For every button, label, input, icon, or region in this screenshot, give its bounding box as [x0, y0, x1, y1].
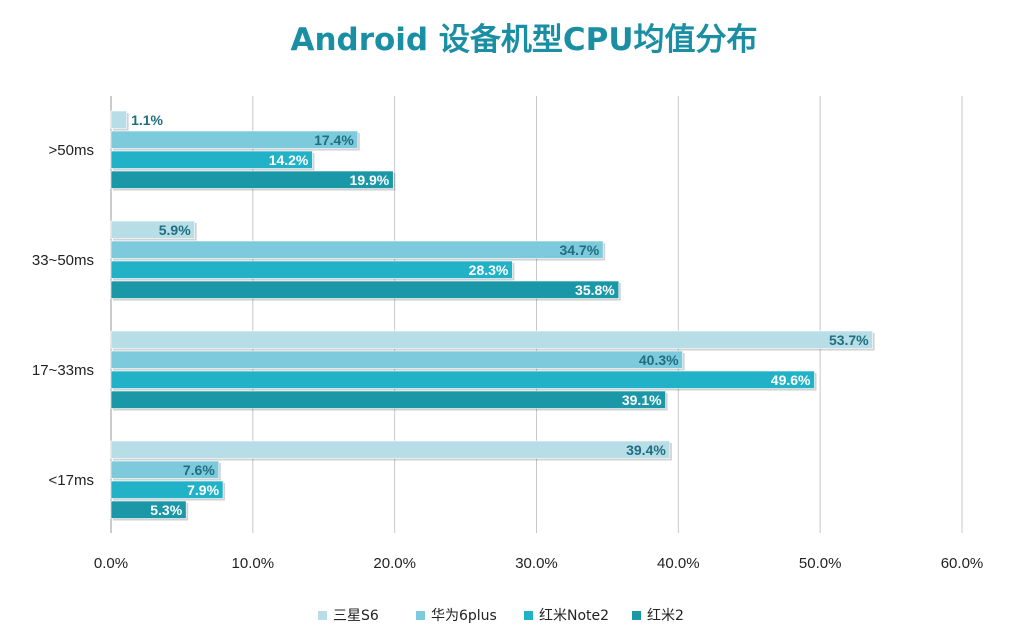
category-axis: >50ms 33~50ms 17~33ms <17ms	[32, 142, 94, 489]
data-label: 49.6%	[771, 372, 811, 388]
data-label: 17.4%	[314, 132, 354, 148]
x-tick-label: 30.0%	[515, 555, 558, 572]
legend-swatch	[632, 611, 641, 620]
data-label: 7.9%	[187, 482, 219, 498]
legend-label: 红米2	[647, 608, 684, 624]
legend-label: 红米Note2	[539, 608, 609, 624]
bar	[110, 110, 127, 129]
data-labels: 1.1% 17.4% 14.2% 19.9% 5.9% 34.7% 28.3% 35.8% 53…	[131, 112, 869, 518]
grid-lines	[110, 96, 963, 533]
bar	[110, 240, 604, 259]
data-label: 7.6%	[183, 462, 215, 478]
x-tick-label: 20.0%	[373, 555, 416, 572]
legend-swatch	[416, 611, 425, 620]
bar	[110, 280, 620, 299]
data-label: 14.2%	[269, 152, 309, 168]
data-label: 19.9%	[350, 172, 390, 188]
data-label: 5.9%	[159, 222, 191, 238]
data-label: 5.3%	[150, 502, 182, 518]
bar	[110, 460, 220, 479]
legend-swatch	[318, 611, 327, 620]
data-label: 34.7%	[559, 242, 599, 258]
bar	[110, 440, 671, 459]
bar	[110, 260, 513, 279]
bar	[110, 220, 195, 239]
category-label: 33~50ms	[32, 252, 94, 269]
legend-swatch	[524, 611, 533, 620]
data-label: 53.7%	[829, 332, 869, 348]
data-label: 35.8%	[575, 282, 615, 298]
legend-label: 三星S6	[333, 608, 379, 624]
category-label: 17~33ms	[32, 362, 94, 379]
bar	[110, 130, 359, 149]
bar	[110, 390, 666, 409]
bar	[110, 480, 224, 499]
category-label: >50ms	[49, 142, 94, 159]
bar	[110, 370, 815, 389]
value-axis: 0.0% 10.0% 20.0% 30.0% 40.0% 50.0% 60.0%	[94, 555, 983, 572]
legend: 三星S6 华为6plus 红米Note2 红米2	[318, 608, 684, 624]
bar	[110, 170, 394, 189]
x-tick-label: 40.0%	[657, 555, 700, 572]
bar	[110, 500, 187, 519]
data-label: 28.3%	[469, 262, 509, 278]
x-tick-label: 0.0%	[94, 555, 128, 572]
x-tick-label: 10.0%	[232, 555, 275, 572]
data-label: 40.3%	[639, 352, 679, 368]
category-label: <17ms	[49, 472, 94, 489]
bar	[110, 350, 683, 369]
bar	[110, 330, 873, 349]
data-label: 39.1%	[622, 392, 662, 408]
bar	[110, 150, 313, 169]
bars	[110, 110, 875, 521]
data-label: 39.4%	[626, 442, 666, 458]
legend-label: 华为6plus	[431, 608, 497, 624]
x-tick-label: 60.0%	[941, 555, 984, 572]
x-tick-label: 50.0%	[799, 555, 842, 572]
chart-title: Android 设备机型CPU均值分布	[290, 22, 757, 58]
data-label: 1.1%	[131, 112, 163, 128]
